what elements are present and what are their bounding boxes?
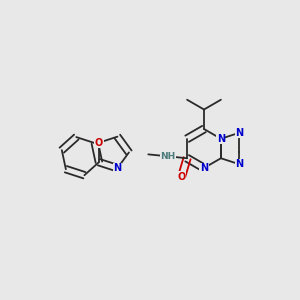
Text: NH: NH xyxy=(160,152,175,161)
Text: N: N xyxy=(236,159,244,169)
Text: N: N xyxy=(236,128,244,138)
Text: O: O xyxy=(95,138,103,148)
Text: N: N xyxy=(113,163,122,173)
Text: N: N xyxy=(217,134,225,144)
Text: O: O xyxy=(177,172,186,182)
Text: N: N xyxy=(200,163,208,173)
